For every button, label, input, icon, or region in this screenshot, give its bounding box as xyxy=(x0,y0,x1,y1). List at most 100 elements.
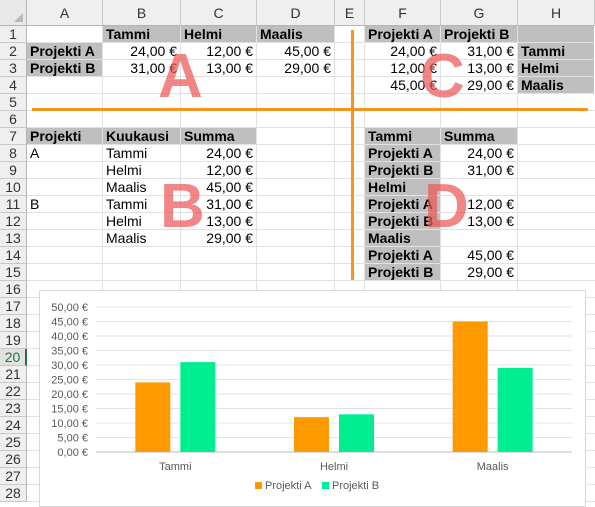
cell-c9[interactable]: 12,00 € xyxy=(206,162,253,178)
cell-a7[interactable]: Projekti xyxy=(27,128,102,144)
cell-g14[interactable]: 45,00 € xyxy=(467,247,514,263)
row-header-17[interactable]: 17 xyxy=(0,298,27,315)
cell-h3[interactable]: Helmi xyxy=(518,60,594,76)
row-header-3[interactable]: 3 xyxy=(0,60,27,77)
row-header-23[interactable]: 23 xyxy=(0,400,27,417)
cell-a11[interactable]: B xyxy=(30,196,40,212)
select-all-corner[interactable] xyxy=(0,0,27,26)
cell-b8[interactable]: Tammi xyxy=(106,145,148,161)
column-header-e[interactable]: E xyxy=(335,0,365,26)
cell-b9[interactable]: Helmi xyxy=(106,162,142,178)
column-header-f[interactable]: F xyxy=(365,0,441,26)
row-header-24[interactable]: 24 xyxy=(0,417,27,434)
row-header-16[interactable]: 16 xyxy=(0,281,27,298)
gridline-vertical xyxy=(517,26,518,507)
y-tick-label: 0,00 € xyxy=(57,447,88,459)
cell-c12[interactable]: 13,00 € xyxy=(206,213,253,229)
row-header-1[interactable]: 1 xyxy=(0,26,27,43)
cell-d1[interactable]: Maalis xyxy=(257,26,334,42)
row-header-7[interactable]: 7 xyxy=(0,128,27,145)
row-header-20[interactable]: 20 xyxy=(0,349,27,366)
cell-c1[interactable]: Helmi xyxy=(181,26,256,42)
row-header-2[interactable]: 2 xyxy=(0,43,27,60)
cell-f2[interactable]: 24,00 € xyxy=(390,43,437,59)
row-header-5[interactable]: 5 xyxy=(0,94,27,111)
cell-b11[interactable]: Tammi xyxy=(106,196,148,212)
row-header-27[interactable]: 27 xyxy=(0,468,27,485)
cell-d3[interactable]: 29,00 € xyxy=(284,60,331,76)
gridline-vertical xyxy=(180,26,181,507)
cell-b12[interactable]: Helmi xyxy=(106,213,142,229)
column-header-a[interactable]: A xyxy=(27,0,103,26)
column-header-d[interactable]: D xyxy=(257,0,335,26)
cell-g4[interactable]: 29,00 € xyxy=(467,77,514,93)
cell-a8[interactable]: A xyxy=(30,145,40,161)
column-header-h[interactable]: H xyxy=(518,0,595,26)
row-header-21[interactable]: 21 xyxy=(0,366,27,383)
bar-chart[interactable]: 0,00 € 5,00 € 10,00 € 15,00 € 20,00 € 25,00 €… xyxy=(39,290,586,507)
cell-b13[interactable]: Maalis xyxy=(106,230,147,246)
column-header-g[interactable]: G xyxy=(441,0,518,26)
cell-f1[interactable]: Projekti A xyxy=(365,26,440,42)
cell-h2[interactable]: Tammi xyxy=(518,43,594,59)
cell-f7[interactable]: Tammi xyxy=(365,128,440,144)
cell-b10[interactable]: Maalis xyxy=(106,179,147,195)
gridline-horizontal xyxy=(27,263,595,264)
cell-c2[interactable]: 12,00 € xyxy=(206,43,253,59)
cell-f9[interactable]: Projekti B xyxy=(365,162,440,178)
cell-g12[interactable]: 13,00 € xyxy=(467,213,514,229)
row-header-26[interactable]: 26 xyxy=(0,451,27,468)
cell-g15[interactable]: 29,00 € xyxy=(467,264,514,280)
row-header-19[interactable]: 19 xyxy=(0,332,27,349)
cell-c7[interactable]: Summa xyxy=(181,128,256,144)
cell-g9[interactable]: 31,00 € xyxy=(467,162,514,178)
row-header-12[interactable]: 12 xyxy=(0,213,27,230)
cell-a2[interactable]: Projekti A xyxy=(27,43,102,59)
column-header-b[interactable]: B xyxy=(103,0,181,26)
row-header-10[interactable]: 10 xyxy=(0,179,27,196)
cell-b2[interactable]: 24,00 € xyxy=(130,43,177,59)
cell-b3[interactable]: 31,00 € xyxy=(130,60,177,76)
cell-a3[interactable]: Projekti B xyxy=(27,60,102,76)
cell-g7[interactable]: Summa xyxy=(441,128,517,144)
row-header-9[interactable]: 9 xyxy=(0,162,27,179)
row-header-18[interactable]: 18 xyxy=(0,315,27,332)
row-header-13[interactable]: 13 xyxy=(0,230,27,247)
cell-c10[interactable]: 45,00 € xyxy=(206,179,253,195)
cell-g11[interactable]: 12,00 € xyxy=(467,196,514,212)
cell-h1[interactable] xyxy=(518,26,594,42)
row-header-28[interactable]: 28 xyxy=(0,485,27,502)
cell-g1[interactable]: Projekti B xyxy=(441,26,517,42)
cell-f14[interactable]: Projekti A xyxy=(365,247,440,263)
cell-f4[interactable]: 45,00 € xyxy=(390,77,437,93)
cell-g2[interactable]: 31,00 € xyxy=(467,43,514,59)
row-header-15[interactable]: 15 xyxy=(0,264,27,281)
cell-f3[interactable]: 12,00 € xyxy=(390,60,437,76)
row-header-11[interactable]: 11 xyxy=(0,196,27,213)
cell-g8[interactable]: 24,00 € xyxy=(467,145,514,161)
cell-f10[interactable]: Helmi xyxy=(365,179,440,195)
cell-c11[interactable]: 31,00 € xyxy=(206,196,253,212)
cell-f8[interactable]: Projekti A xyxy=(365,145,440,161)
cell-f15[interactable]: Projekti B xyxy=(365,264,440,280)
cell-h4[interactable]: Maalis xyxy=(518,77,594,93)
row-header-8[interactable]: 8 xyxy=(0,145,27,162)
row-header-22[interactable]: 22 xyxy=(0,383,27,400)
cell-c13[interactable]: 29,00 € xyxy=(206,230,253,246)
cell-f13[interactable]: Maalis xyxy=(365,230,440,246)
row-header-14[interactable]: 14 xyxy=(0,247,27,264)
column-header-c[interactable]: C xyxy=(181,0,257,26)
cell-b7[interactable]: Kuukausi xyxy=(103,128,180,144)
cell-d2[interactable]: 45,00 € xyxy=(284,43,331,59)
cell-f12[interactable]: Projekti B xyxy=(365,213,440,229)
row-header-6[interactable]: 6 xyxy=(0,111,27,128)
cell-b1[interactable]: Tammi xyxy=(103,26,180,42)
row-header-25[interactable]: 25 xyxy=(0,434,27,451)
cell-c3[interactable]: 13,00 € xyxy=(206,60,253,76)
cell-f11[interactable]: Projekti A xyxy=(365,196,440,212)
cell-g3[interactable]: 13,00 € xyxy=(467,60,514,76)
legend-label: Projekti A xyxy=(265,480,312,492)
cell-c8[interactable]: 24,00 € xyxy=(206,145,253,161)
row-header-4[interactable]: 4 xyxy=(0,77,27,94)
